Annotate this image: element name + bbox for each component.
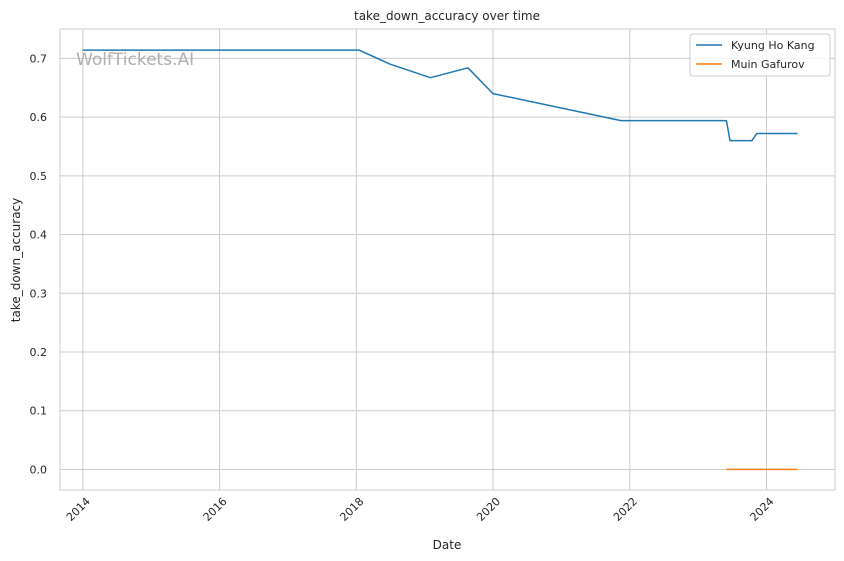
y-tick-label: 0.0 — [30, 463, 48, 476]
x-tick-label: 2018 — [337, 495, 366, 524]
chart-title: take_down_accuracy over time — [354, 9, 540, 23]
series-layer — [82, 49, 798, 471]
x-tick-label: 2014 — [64, 495, 93, 524]
y-tick-label: 0.7 — [30, 52, 48, 65]
y-tick-label: 0.3 — [30, 287, 48, 300]
x-tick-label: 2020 — [474, 495, 503, 524]
x-tick-label: 2016 — [201, 495, 230, 524]
y-tick-label: 0.6 — [30, 111, 48, 124]
x-axis-title: Date — [433, 538, 462, 552]
plot-background — [60, 29, 835, 490]
plot-frame — [59, 28, 836, 491]
legend-label-muin-gafurov: Muin Gafurov — [731, 58, 805, 71]
legend-label-kyung-ho-kang: Kyung Ho Kang — [731, 39, 815, 52]
legend-box — [689, 33, 831, 77]
y-axis-title: take_down_accuracy — [9, 198, 23, 322]
grid — [60, 29, 835, 490]
tick-labels: 0.0 0.1 0.2 0.3 0.4 0.5 0.6 0.7 2014 2016 2018 2020… — [30, 52, 777, 524]
y-tick-label: 0.2 — [30, 346, 48, 359]
y-tick-label: 0.1 — [30, 405, 48, 418]
series-line-kyung-ho-kang — [82, 49, 798, 142]
x-tick-label: 2024 — [748, 495, 777, 524]
x-tick-label: 2022 — [611, 495, 640, 524]
watermark-text: WolfTickets.AI — [76, 50, 194, 70]
y-tick-label: 0.4 — [30, 229, 48, 242]
y-tick-label: 0.5 — [30, 170, 48, 183]
legend: Kyung Ho Kang Muin Gafurov — [689, 33, 831, 77]
